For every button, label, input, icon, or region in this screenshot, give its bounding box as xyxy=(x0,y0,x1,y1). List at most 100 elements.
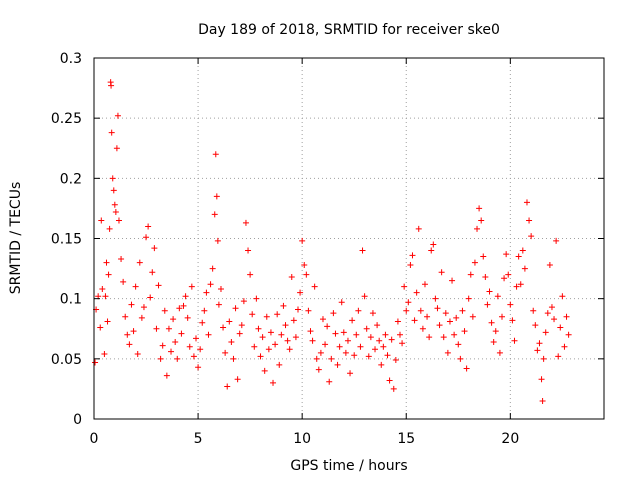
data-point xyxy=(446,318,453,325)
data-point xyxy=(536,340,543,347)
data-point xyxy=(136,259,143,266)
data-point xyxy=(174,355,181,362)
data-point xyxy=(407,261,414,268)
data-point xyxy=(147,294,154,301)
data-point xyxy=(182,293,189,300)
data-point xyxy=(338,299,345,306)
data-point xyxy=(332,330,339,337)
data-point xyxy=(112,209,119,216)
data-point xyxy=(442,310,449,317)
data-point xyxy=(274,311,281,318)
data-point xyxy=(212,151,219,158)
data-point xyxy=(521,265,528,272)
data-point xyxy=(101,351,108,358)
data-point xyxy=(322,341,329,348)
y-tick-label: 0.1 xyxy=(60,292,82,308)
data-point xyxy=(315,366,322,373)
x-tick-label: 0 xyxy=(90,431,99,447)
data-point xyxy=(149,269,156,276)
data-point xyxy=(363,325,370,332)
data-point xyxy=(214,237,221,244)
data-point xyxy=(143,234,150,241)
data-point xyxy=(176,305,183,312)
data-point xyxy=(455,341,462,348)
data-point xyxy=(163,372,170,379)
data-point xyxy=(113,145,120,152)
data-point xyxy=(120,278,127,285)
data-point xyxy=(140,304,147,311)
data-point xyxy=(118,255,125,262)
data-point xyxy=(224,383,231,390)
data-point xyxy=(157,355,164,362)
data-point xyxy=(403,307,410,314)
data-point xyxy=(97,324,104,331)
data-point xyxy=(417,307,424,314)
data-point xyxy=(109,175,116,182)
x-tick-label: 15 xyxy=(397,431,415,447)
data-point xyxy=(284,337,291,344)
data-point xyxy=(340,329,347,336)
data-point xyxy=(557,324,564,331)
data-point xyxy=(276,361,283,368)
data-point xyxy=(411,317,418,324)
data-point xyxy=(98,217,105,224)
data-point xyxy=(399,340,406,347)
data-point xyxy=(326,378,333,385)
x-axis-label: GPS time / hours xyxy=(290,458,407,474)
data-point xyxy=(467,271,474,278)
data-point xyxy=(499,313,505,320)
data-point xyxy=(542,329,549,336)
data-point xyxy=(155,282,162,289)
data-point xyxy=(461,328,468,335)
data-point xyxy=(471,259,478,266)
data-point xyxy=(544,310,551,317)
data-point xyxy=(359,247,366,254)
data-point xyxy=(220,324,227,331)
data-point xyxy=(280,302,287,309)
data-point xyxy=(303,271,310,278)
data-point xyxy=(103,259,110,266)
data-point xyxy=(297,289,304,296)
data-point xyxy=(238,322,245,329)
data-point xyxy=(528,233,535,240)
data-point xyxy=(532,322,539,329)
x-tick-label: 10 xyxy=(293,431,311,447)
data-point xyxy=(313,355,320,362)
data-point xyxy=(344,337,351,344)
data-point xyxy=(188,283,195,290)
data-point xyxy=(501,275,508,282)
data-point xyxy=(290,317,297,324)
data-point xyxy=(434,305,441,312)
data-point xyxy=(430,241,437,248)
data-point xyxy=(319,316,326,323)
data-point xyxy=(534,347,541,354)
y-axis-label: SRMTID / TECUs xyxy=(8,182,24,295)
data-point xyxy=(234,376,241,383)
data-point xyxy=(561,343,568,350)
data-point xyxy=(130,328,137,335)
data-point xyxy=(438,269,445,276)
data-point xyxy=(457,355,464,362)
x-tick-label: 5 xyxy=(194,431,203,447)
y-tick-label: 0.3 xyxy=(60,51,82,67)
data-point xyxy=(530,307,537,314)
data-point xyxy=(553,237,560,244)
data-point xyxy=(357,343,364,350)
data-point xyxy=(105,271,112,278)
data-point xyxy=(374,322,381,329)
data-point xyxy=(132,283,139,290)
data-point xyxy=(114,112,121,119)
data-point xyxy=(409,252,416,259)
data-point xyxy=(367,334,374,341)
data-point xyxy=(376,337,383,344)
data-point xyxy=(151,245,158,252)
data-point xyxy=(180,302,187,309)
data-point xyxy=(436,322,443,329)
data-point xyxy=(213,193,220,200)
data-point xyxy=(507,301,514,308)
data-point xyxy=(353,331,360,338)
data-point xyxy=(259,334,266,341)
data-point xyxy=(122,313,129,320)
data-point xyxy=(394,318,401,325)
data-point xyxy=(565,331,572,338)
